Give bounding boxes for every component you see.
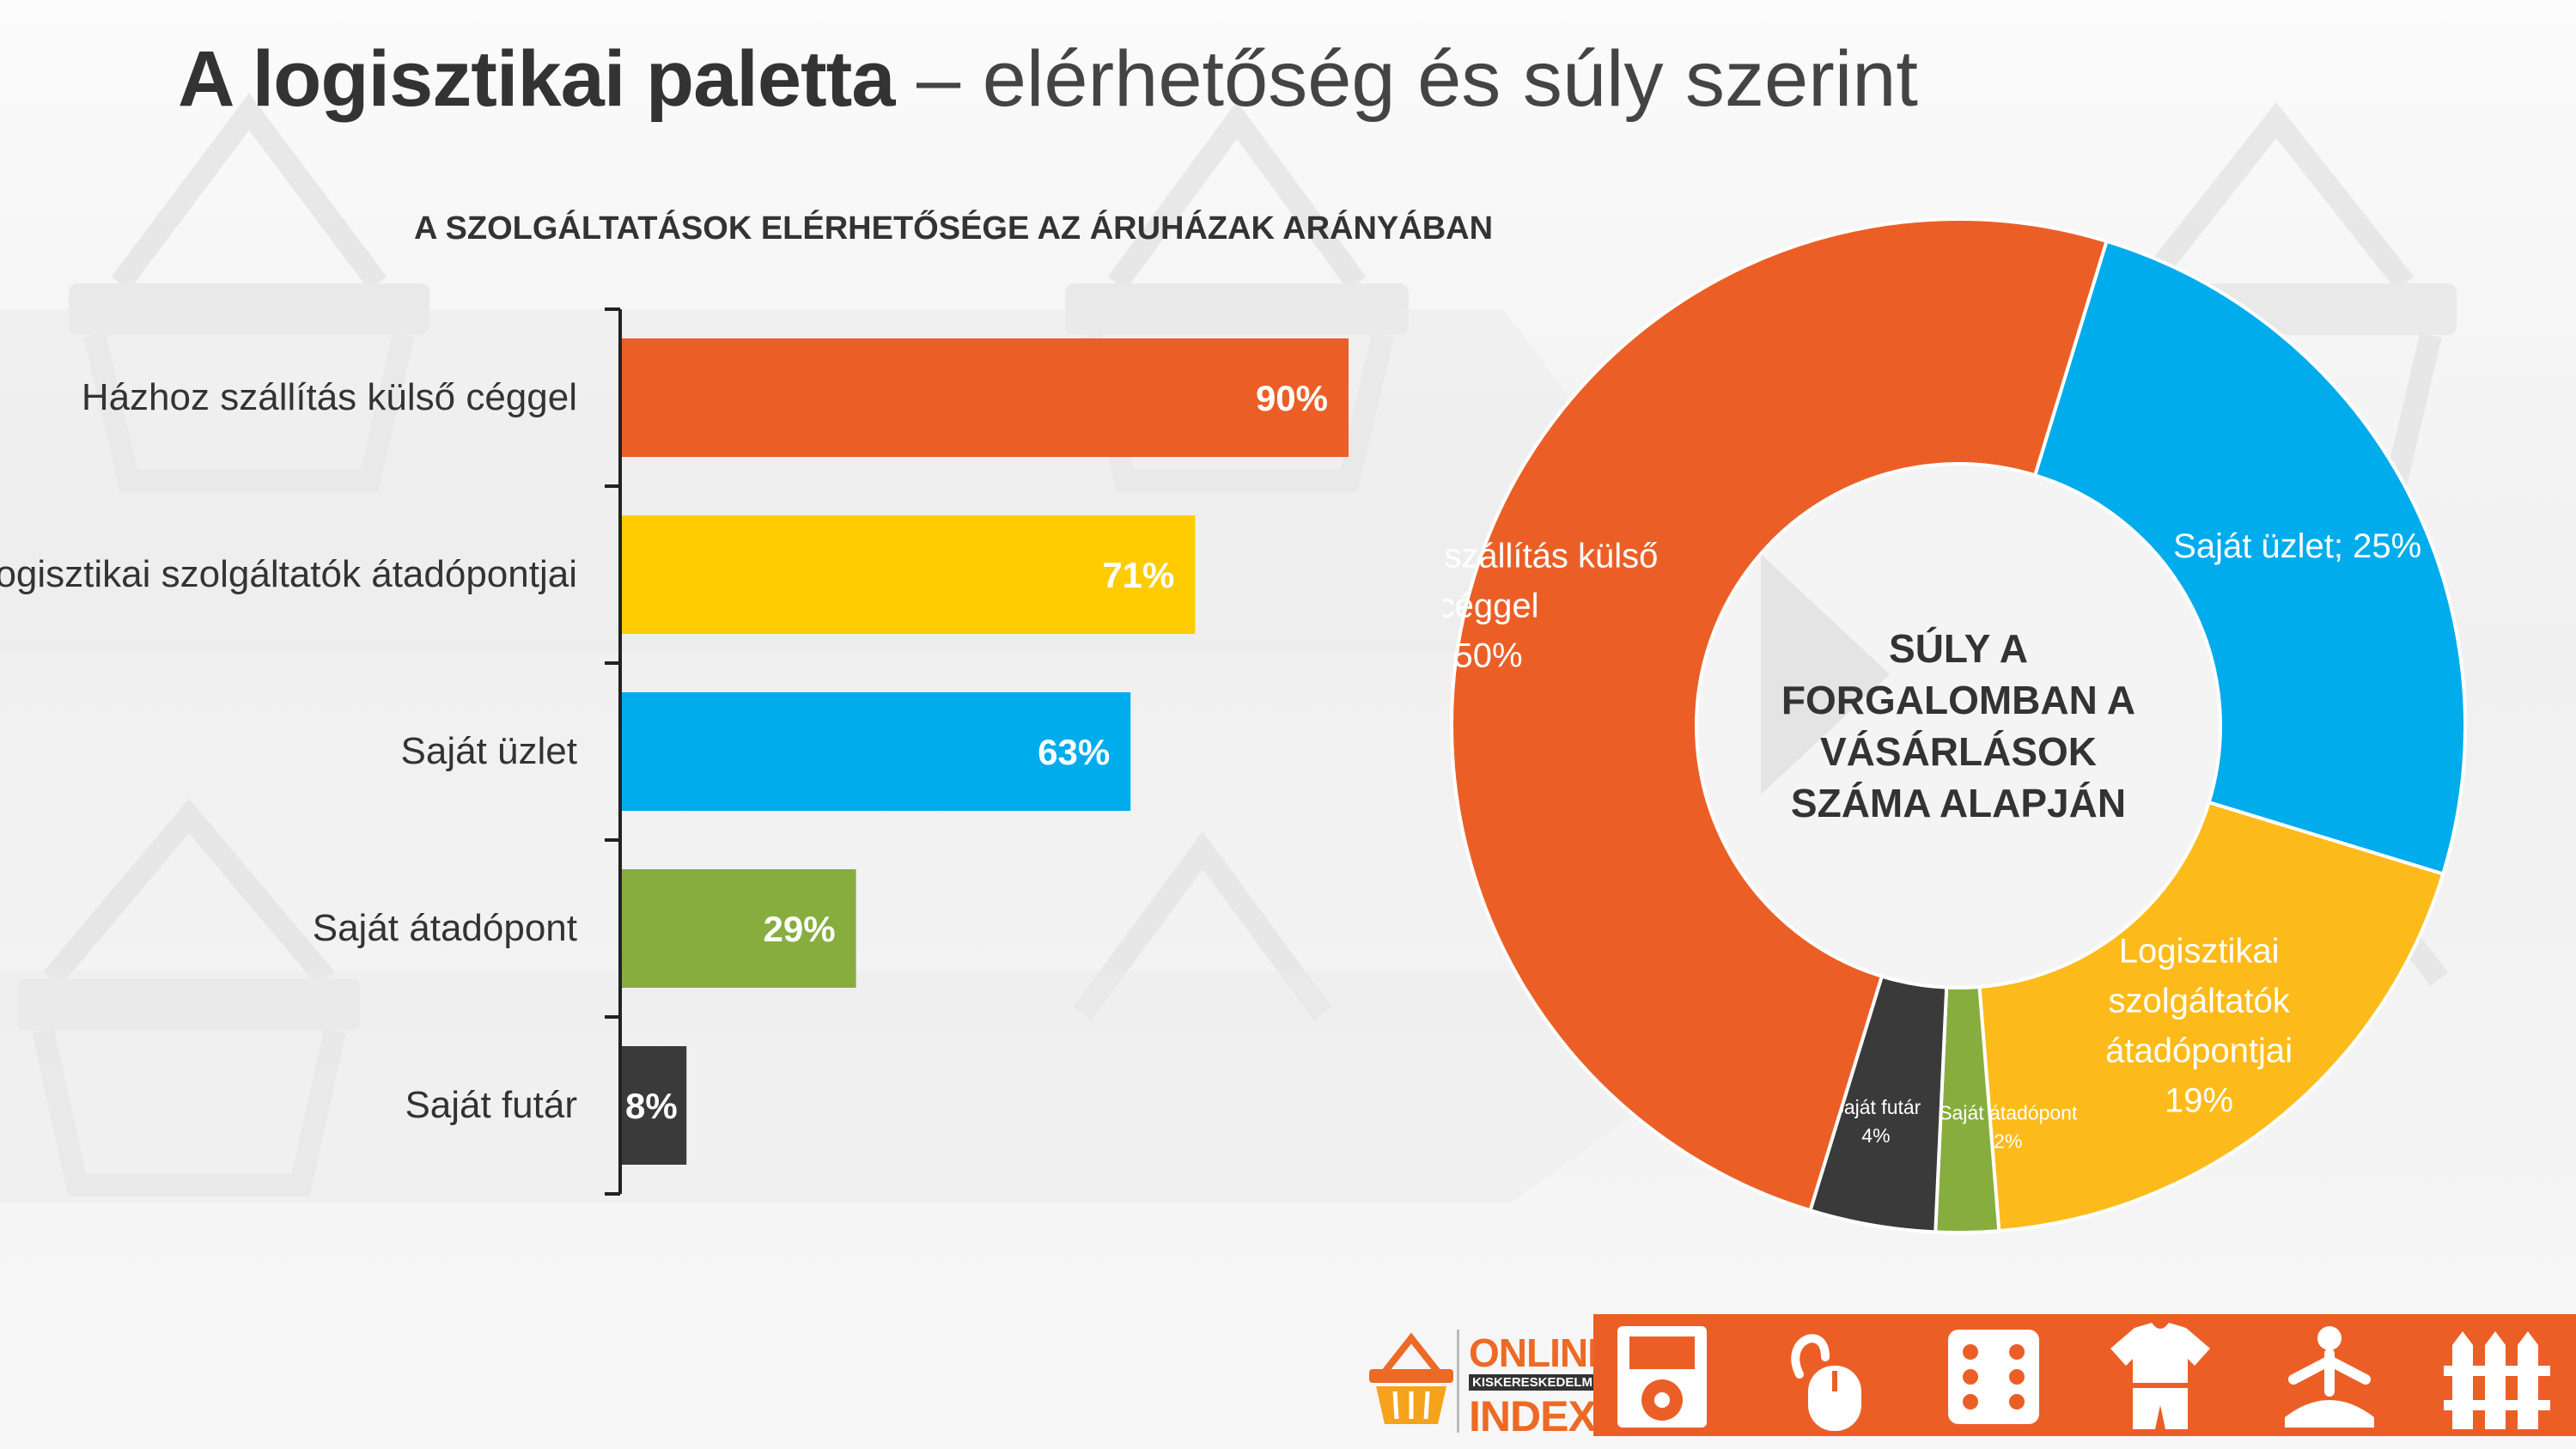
donut-hole-decoration: [1761, 554, 1890, 795]
basket-icon: [1369, 1332, 1453, 1424]
donut-chart: Saját üzlet; 25% Logisztikai szolgáltatók á…: [1443, 217, 2467, 1234]
title-bold: A logisztikai paletta: [178, 35, 895, 123]
bar-category-label: Házhoz szállítás külső céggel: [82, 376, 577, 418]
bar-value-label: 71%: [1102, 555, 1174, 595]
bar-category-label: Saját átadópont: [313, 907, 577, 949]
donut-slice-label: Saját átadópont 2%: [1939, 1101, 2078, 1152]
page-title: A logisztikai paletta – elérhetőség és s…: [0, 34, 2096, 125]
bar-value-label: 8%: [625, 1086, 678, 1126]
logo-sub: KISKERESKEDELMI: [1469, 1374, 1600, 1391]
bar-category-label: Saját üzlet: [401, 730, 577, 772]
donut-slice: [1977, 800, 2445, 1233]
bar: [622, 869, 856, 988]
bar: [622, 338, 1349, 457]
mouse-icon: [1791, 1334, 1861, 1431]
bar: [622, 515, 1196, 634]
title-light: – elérhetőség és súly szerint: [917, 35, 1918, 123]
donut-slice-label: Logisztikai szolgáltatók átadópontjai 19%: [2105, 932, 2293, 1119]
bar: [622, 692, 1131, 811]
bar-value-label: 63%: [1038, 732, 1110, 772]
donut-hole: [1698, 466, 2219, 986]
bar-value-label: 90%: [1256, 378, 1328, 418]
bar: [622, 1046, 687, 1165]
fence-icon: [2444, 1331, 2550, 1429]
ipod-icon: [1617, 1326, 1707, 1428]
online-index-logo: ONLINE KISKERESKEDELMI INDEX: [1357, 1312, 1684, 1441]
donut-slice-label: Saját üzlet; 25%: [2173, 527, 2421, 565]
bar-category-label: Saját futár: [405, 1084, 577, 1126]
donut-center-label: SÚLY A FORGALOMBAN A VÁSÁRLÁSOK SZÁMA ALAPJ…: [1781, 626, 2135, 825]
category-icon-strip: [1593, 1314, 2576, 1436]
bar-value-label: 29%: [764, 909, 836, 949]
bar-chart-title: A SZOLGÁLTATÁSOK ELÉRHETŐSÉGE AZ ÁRUHÁZA…: [413, 210, 1494, 247]
donut-slice: [2032, 239, 2467, 876]
bar-chart: Házhoz szállítás külső céggel 90% Logiszti…: [0, 307, 1349, 1196]
dice-icon: [1948, 1330, 2039, 1424]
donut-slice: [1450, 217, 2109, 1213]
clothes-icon: [2110, 1323, 2210, 1429]
logo-index: INDEX: [1469, 1392, 1597, 1440]
bar-category-label: Logisztikai szolgáltatók átadópontjai: [0, 553, 577, 595]
logo-divider: [1457, 1330, 1459, 1433]
yoga-icon: [2285, 1326, 2374, 1428]
logo-online: ONLINE: [1469, 1330, 1614, 1375]
